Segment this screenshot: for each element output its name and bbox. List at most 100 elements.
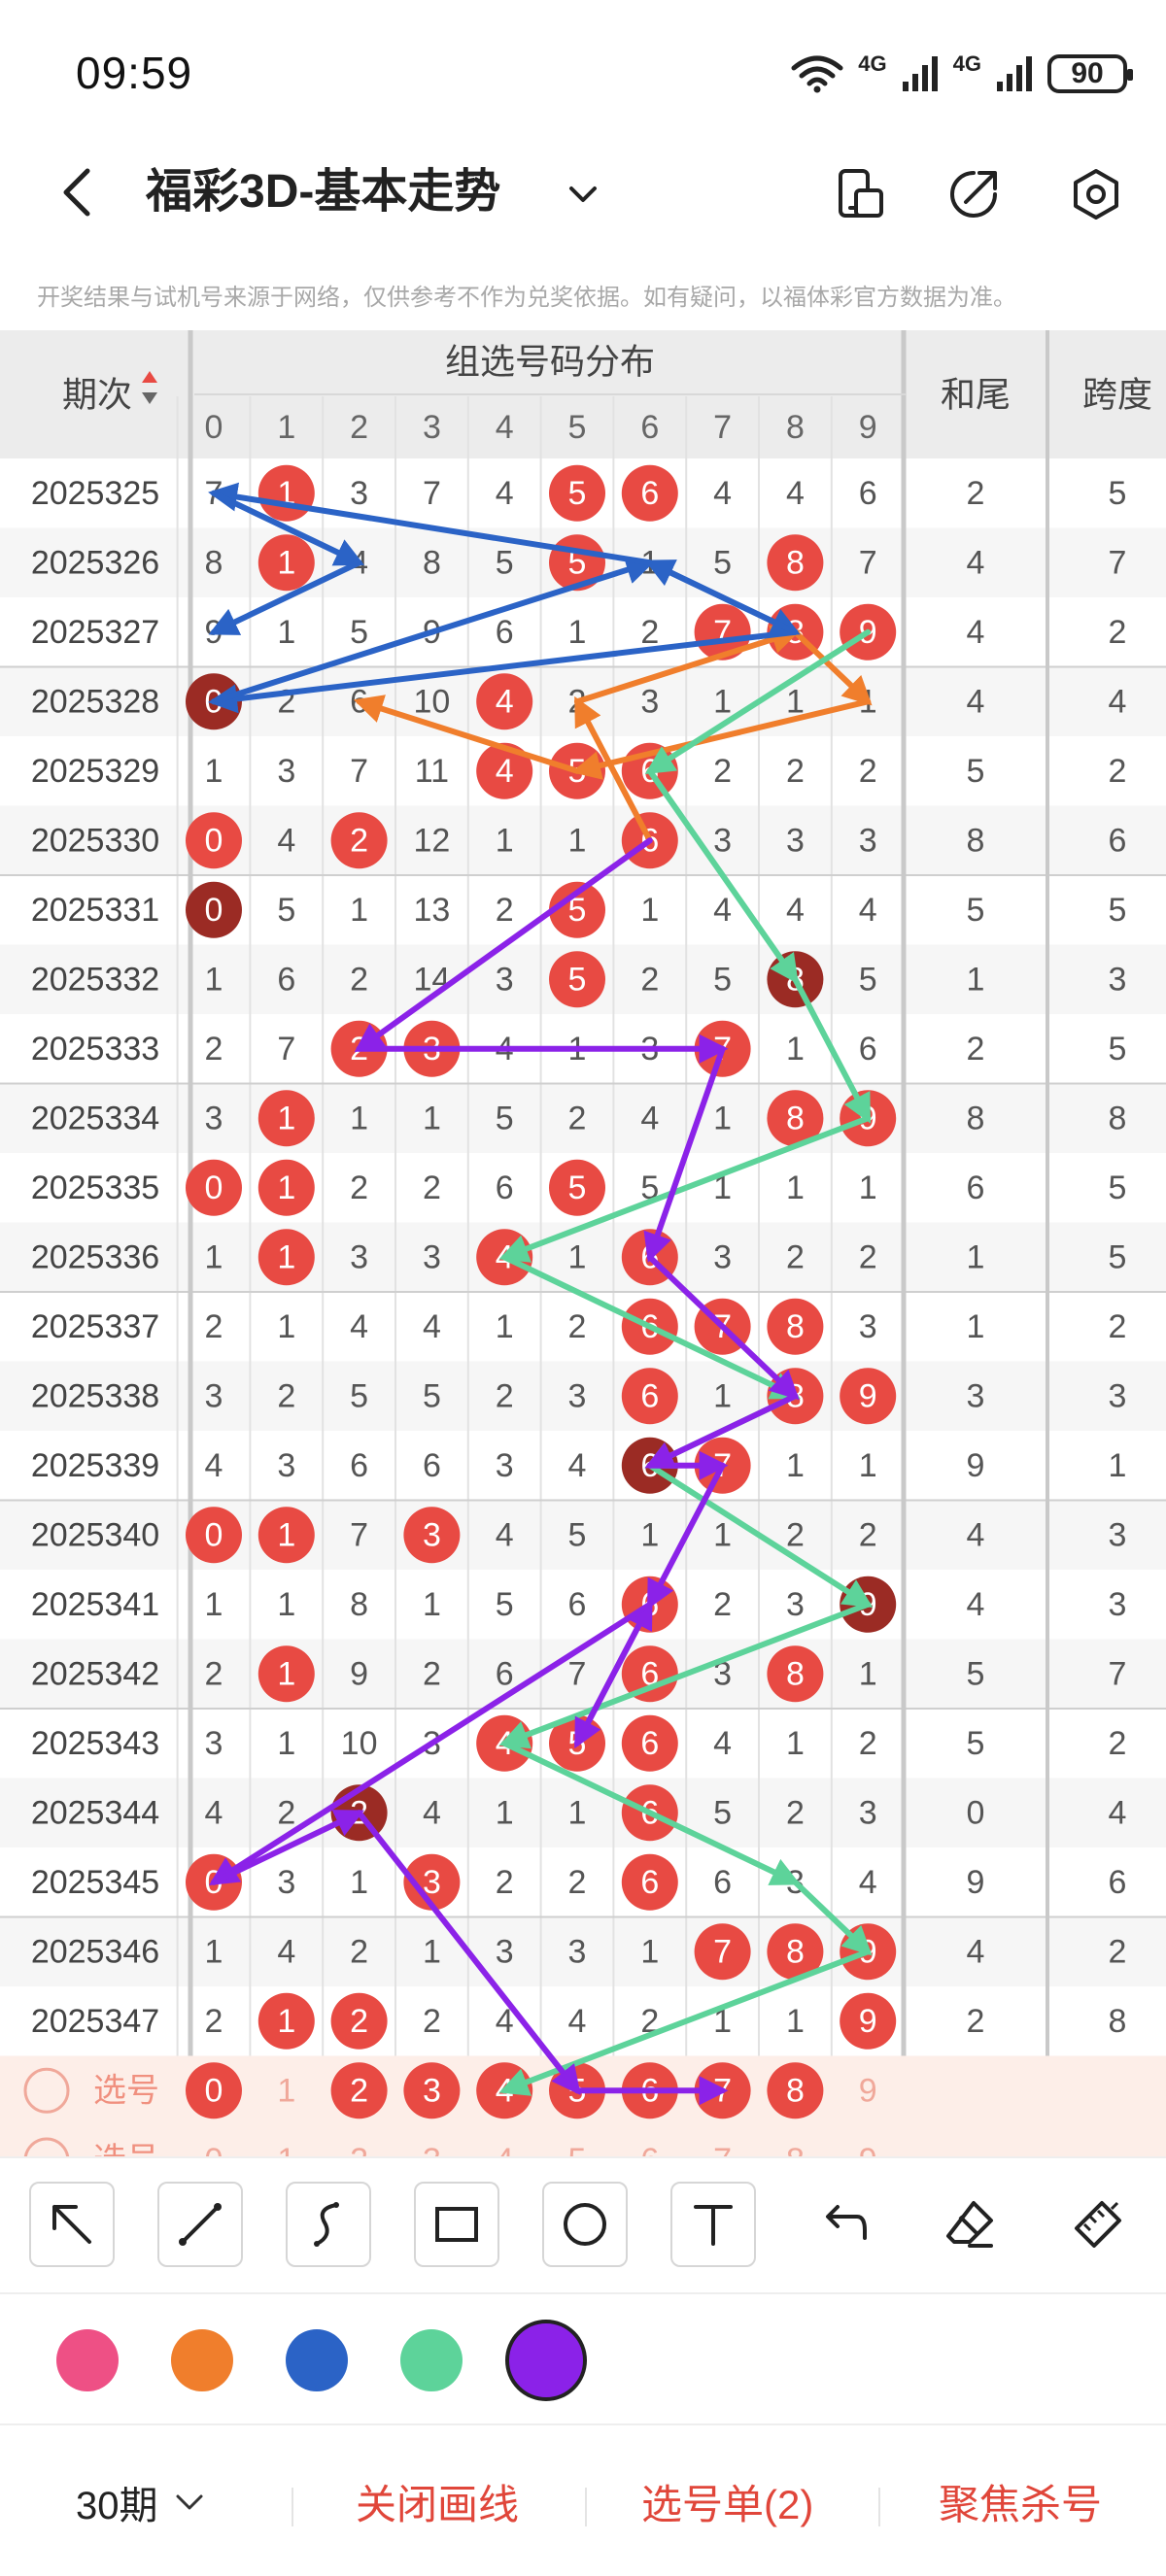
color-swatch[interactable] [505, 2320, 587, 2401]
select-number[interactable]: 0 [205, 2142, 223, 2156]
text-tool-button[interactable] [670, 2182, 756, 2267]
sum-tail-cell: 4 [967, 614, 985, 651]
select-radio[interactable] [23, 2067, 70, 2114]
hit-ball[interactable] [186, 1159, 242, 1216]
hit-ball[interactable] [330, 812, 388, 869]
color-swatch[interactable] [400, 2329, 463, 2391]
hit-ball[interactable] [549, 951, 605, 1008]
span-header: 跨度 [1082, 375, 1152, 415]
rect-tool-button[interactable] [414, 2182, 499, 2267]
hit-ball[interactable] [767, 1298, 824, 1355]
select-number[interactable]: 0 [205, 2072, 223, 2109]
hit-ball[interactable] [257, 534, 315, 592]
circle-tool-button[interactable] [542, 2182, 628, 2267]
hit-ball[interactable] [621, 1368, 678, 1425]
hit-number: 0 [205, 1169, 223, 1206]
close-lines-button[interactable]: 关闭画线 [356, 2482, 520, 2527]
hit-ball[interactable] [621, 1645, 678, 1703]
drawn-arrow [211, 1810, 365, 1885]
sort-up-icon[interactable] [142, 371, 157, 383]
hit-ball[interactable] [257, 1645, 315, 1703]
line-tool-button[interactable] [157, 2182, 243, 2267]
hit-ball[interactable] [476, 742, 533, 799]
hit-ball[interactable] [767, 1090, 824, 1147]
select-number[interactable]: 8 [786, 2072, 805, 2109]
color-palette [0, 2292, 1166, 2423]
share-icon[interactable] [944, 165, 1003, 223]
select-number[interactable]: 9 [859, 2142, 877, 2156]
period-cell: 2025337 [31, 1308, 159, 1345]
sum-tail-cell: 4 [967, 683, 985, 720]
hit-ball[interactable] [257, 1090, 315, 1147]
hit-ball[interactable] [257, 1159, 315, 1216]
select-number[interactable]: 8 [786, 2142, 805, 2156]
clear-button[interactable] [1055, 2182, 1141, 2267]
select-number[interactable]: 1 [277, 2072, 295, 2109]
period-cell: 2025334 [31, 1100, 159, 1136]
hit-ball[interactable] [694, 1923, 751, 1981]
hit-ball[interactable] [694, 603, 751, 661]
page-title[interactable]: 福彩3D-基本走势 [146, 166, 501, 218]
arrow-tool-button[interactable] [29, 2182, 115, 2267]
curve-tool-button[interactable] [286, 2182, 371, 2267]
trend-table[interactable]: 期次组选号码分布0123456789和尾跨度202532571374564462… [0, 330, 1166, 2156]
color-swatch[interactable] [56, 2329, 119, 2391]
omission-number: 1 [350, 1100, 368, 1136]
hit-ball[interactable] [186, 1507, 242, 1564]
color-swatch[interactable] [286, 2329, 348, 2391]
hit-ball[interactable] [476, 673, 533, 730]
select-ball-selected[interactable] [330, 2062, 388, 2119]
settings-icon[interactable] [1067, 165, 1125, 223]
chevron-left-icon[interactable] [51, 163, 109, 221]
select-number[interactable]: 6 [640, 2142, 659, 2156]
hit-ball[interactable] [257, 1507, 315, 1564]
select-number[interactable]: 1 [277, 2142, 295, 2156]
hit-ball[interactable] [403, 1853, 461, 1911]
row-background [0, 1361, 1166, 1431]
hit-ball[interactable] [767, 1923, 824, 1981]
sort-down-icon[interactable] [142, 392, 157, 404]
hit-ball[interactable] [257, 1229, 315, 1286]
select-radio[interactable] [23, 2137, 70, 2156]
select-number[interactable]: 2 [350, 2072, 368, 2109]
period-selector[interactable]: 30期 [76, 2474, 207, 2530]
undo-button[interactable] [799, 2182, 884, 2267]
hit-ball[interactable] [549, 881, 605, 938]
period-header[interactable]: 期次 [62, 375, 132, 415]
select-number[interactable]: 4 [496, 2142, 514, 2156]
select-number[interactable]: 2 [350, 2142, 368, 2156]
select-ball-selected[interactable] [767, 2062, 824, 2119]
focus-kill-button[interactable]: 聚焦杀号 [939, 2482, 1103, 2527]
select-number[interactable]: 3 [423, 2142, 441, 2156]
hit-ball[interactable] [549, 1159, 605, 1216]
select-ball-selected[interactable] [186, 2062, 242, 2119]
pick-list-button[interactable]: 选号单(2) [641, 2482, 814, 2527]
select-number[interactable]: 3 [423, 2072, 441, 2109]
chevron-down-icon[interactable] [564, 175, 602, 214]
omission-number: 7 [568, 1655, 587, 1692]
hit-ball[interactable] [403, 1507, 461, 1564]
hit-ball[interactable] [840, 1368, 897, 1425]
hit-ball[interactable] [330, 1992, 388, 2050]
hit-ball[interactable] [186, 812, 242, 869]
battery-level: 90 [1071, 57, 1104, 89]
select-number[interactable]: 7 [713, 2142, 732, 2156]
hit-ball[interactable] [767, 534, 824, 592]
hit-ball[interactable] [549, 464, 605, 522]
phone-layout-icon[interactable] [831, 165, 889, 223]
trend-chart[interactable]: 期次组选号码分布0123456789和尾跨度202532571374564462… [0, 330, 1166, 2156]
hit-ball[interactable] [186, 881, 242, 938]
select-number[interactable]: 9 [859, 2072, 877, 2109]
hit-ball[interactable] [767, 1645, 824, 1703]
hit-ball[interactable] [840, 1992, 897, 2050]
hit-ball[interactable] [621, 464, 678, 522]
hit-ball[interactable] [621, 1853, 678, 1911]
eraser-button[interactable] [927, 2182, 1012, 2267]
hit-ball[interactable] [621, 1714, 678, 1772]
select-label: 选号 [93, 2072, 159, 2109]
select-number[interactable]: 5 [568, 2142, 587, 2156]
color-swatch[interactable] [171, 2329, 233, 2391]
hit-ball[interactable] [257, 1992, 315, 2050]
period-cell: 2025340 [31, 1516, 159, 1553]
select-ball-selected[interactable] [403, 2062, 461, 2119]
